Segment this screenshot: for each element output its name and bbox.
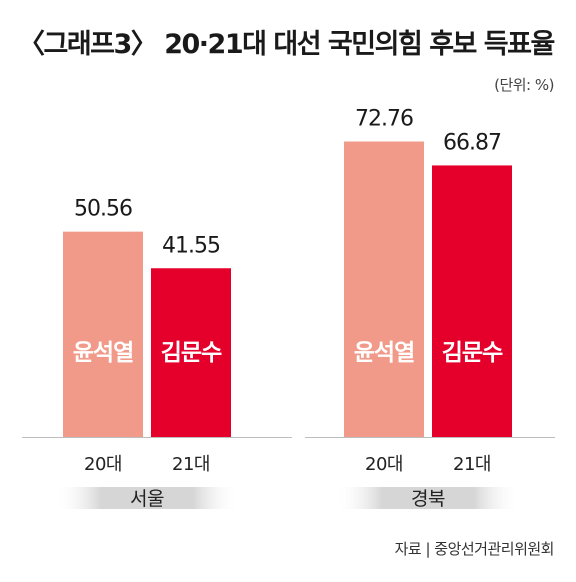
value-label: 41.55 <box>162 233 220 258</box>
x-tick-label: 20대 <box>365 454 403 475</box>
bar-2-2 <box>432 165 512 438</box>
candidate-label: 윤석열 <box>73 340 133 366</box>
candidate-label: 윤석열 <box>354 340 414 366</box>
candidate-label: 김문수 <box>442 340 503 366</box>
region-label: 경북 <box>411 488 445 510</box>
candidate-label: 김문수 <box>161 340 222 366</box>
bar-2-1 <box>344 141 424 437</box>
region-band <box>336 487 520 509</box>
x-tick-label: 20대 <box>84 454 122 475</box>
region-label: 서울 <box>130 488 164 510</box>
value-label: 72.76 <box>355 107 413 132</box>
value-label: 50.56 <box>74 197 132 222</box>
unit-label: (단위: %) <box>494 76 554 94</box>
source-note: 자료 | 중앙선거관리위원회 <box>394 540 555 558</box>
chart-title: 〈그래프3〉 20·21대 대선 국민의힘 후보 득표율 <box>18 29 555 60</box>
bar-1-1 <box>63 231 143 437</box>
value-label: 66.87 <box>443 130 501 155</box>
x-tick-label: 21대 <box>453 454 491 475</box>
bar-1-2 <box>151 268 231 437</box>
x-tick-label: 21대 <box>172 454 210 475</box>
region-band <box>55 487 239 509</box>
